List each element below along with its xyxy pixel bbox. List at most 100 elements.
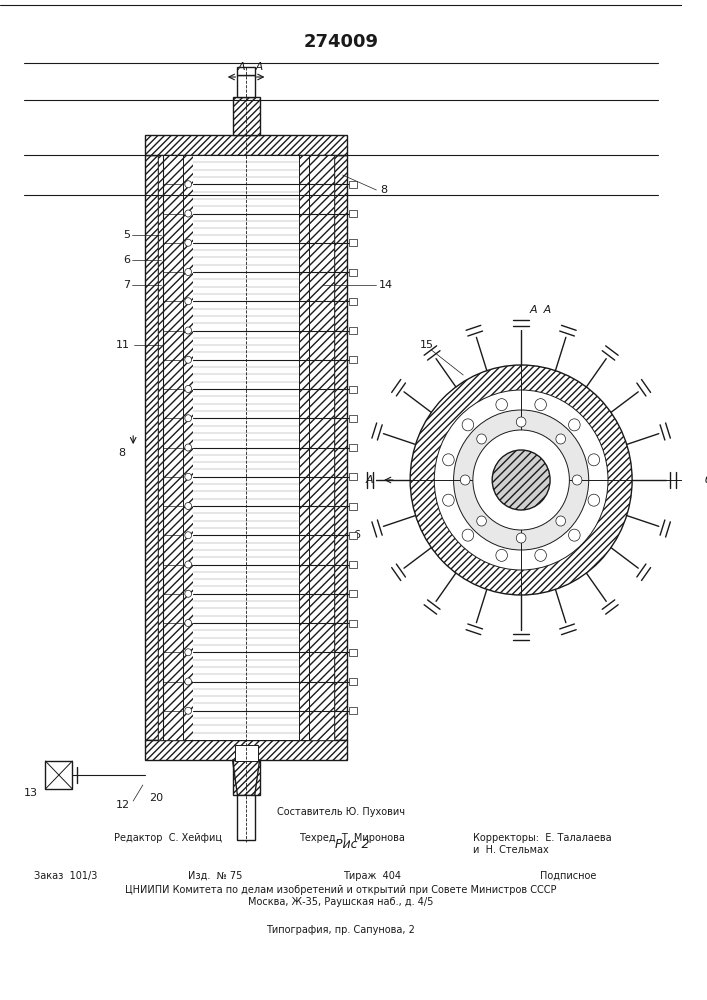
Bar (45, 761, 72, 789)
Bar (349, 327, 357, 334)
Bar (349, 268, 357, 275)
Text: Редактор  С. Хейфиц: Редактор С. Хейфиц (114, 833, 222, 843)
Circle shape (534, 549, 547, 561)
Circle shape (185, 532, 192, 539)
Text: Подписное: Подписное (540, 871, 597, 881)
Circle shape (410, 365, 632, 595)
Bar (349, 415, 357, 422)
Circle shape (185, 707, 192, 714)
Text: 13: 13 (23, 788, 37, 798)
Circle shape (473, 430, 569, 530)
Circle shape (185, 239, 192, 246)
Bar (349, 444, 357, 451)
Bar (349, 678, 357, 685)
Bar (309, 155, 334, 740)
Bar (334, 155, 347, 740)
Text: А: А (366, 475, 373, 485)
Bar (233, 97, 259, 135)
Circle shape (454, 410, 589, 550)
Bar (349, 590, 357, 597)
Circle shape (443, 494, 454, 506)
Text: 5: 5 (123, 230, 130, 240)
Bar (349, 239, 357, 246)
Text: 8: 8 (118, 448, 125, 458)
Circle shape (185, 298, 192, 305)
Text: А  А: А А (530, 305, 551, 315)
Circle shape (588, 494, 600, 506)
Circle shape (185, 678, 192, 685)
Text: 274009: 274009 (303, 33, 378, 51)
Bar (349, 356, 357, 363)
Bar (145, 155, 158, 740)
Bar (233, 760, 259, 795)
Circle shape (477, 434, 486, 444)
Circle shape (185, 210, 192, 217)
Text: Корректоры:  Е. Талалаева: Корректоры: Е. Талалаева (473, 833, 612, 843)
Bar (238, 75, 255, 97)
Text: Заказ  101/3: Заказ 101/3 (34, 871, 97, 881)
Circle shape (477, 516, 486, 526)
Text: Техред  Т. Миронова: Техред Т. Миронова (299, 833, 405, 843)
Bar (349, 532, 357, 539)
Text: 14: 14 (379, 280, 393, 290)
Circle shape (460, 475, 470, 485)
Bar (235, 745, 257, 761)
Text: 6: 6 (354, 530, 361, 540)
Circle shape (496, 549, 508, 561)
Circle shape (462, 529, 474, 541)
Circle shape (185, 619, 192, 626)
Bar (299, 155, 309, 740)
Bar (183, 155, 193, 740)
Circle shape (568, 529, 580, 541)
Bar (349, 210, 357, 217)
Bar (349, 619, 357, 626)
Circle shape (185, 181, 192, 188)
Bar (349, 473, 357, 480)
Circle shape (185, 473, 192, 480)
Circle shape (568, 419, 580, 431)
Text: Москва, Ж-35, Раушская наб., д. 4/5: Москва, Ж-35, Раушская наб., д. 4/5 (248, 897, 433, 907)
Circle shape (185, 415, 192, 422)
Text: ЦНИИПИ Комитета по делам изобретений и открытий при Совете Министров СССР: ЦНИИПИ Комитета по делам изобретений и о… (125, 885, 556, 895)
Circle shape (185, 502, 192, 510)
Bar (238, 795, 255, 840)
Circle shape (462, 419, 474, 431)
Bar (145, 135, 347, 155)
Circle shape (185, 385, 192, 392)
Bar (238, 67, 255, 75)
Text: б: б (704, 475, 707, 485)
Text: Изд.  № 75: Изд. № 75 (188, 871, 243, 881)
Circle shape (556, 434, 566, 444)
Circle shape (534, 399, 547, 411)
Text: А - А: А - А (238, 62, 264, 72)
Text: Рис 2: Рис 2 (335, 838, 370, 852)
Circle shape (443, 454, 454, 466)
Text: 6: 6 (123, 255, 130, 265)
Bar (349, 298, 357, 305)
Bar (349, 502, 357, 510)
Bar (158, 155, 183, 740)
Circle shape (185, 327, 192, 334)
Text: Составитель Ю. Пухович: Составитель Ю. Пухович (276, 807, 404, 817)
Circle shape (588, 454, 600, 466)
Circle shape (496, 399, 508, 411)
Circle shape (492, 450, 550, 510)
Text: 7: 7 (123, 280, 130, 290)
Circle shape (434, 390, 608, 570)
Bar (349, 707, 357, 714)
Circle shape (516, 417, 526, 427)
Text: 12: 12 (116, 800, 130, 810)
Text: 20: 20 (150, 793, 164, 803)
Circle shape (572, 475, 582, 485)
Circle shape (185, 561, 192, 568)
Circle shape (556, 516, 566, 526)
Bar (145, 740, 347, 760)
Text: 15: 15 (420, 340, 434, 350)
Circle shape (516, 533, 526, 543)
Text: Тираж  404: Тираж 404 (343, 871, 401, 881)
Circle shape (185, 268, 192, 275)
Circle shape (185, 649, 192, 656)
Bar (349, 181, 357, 188)
Bar (349, 561, 357, 568)
Text: 8: 8 (380, 185, 387, 195)
